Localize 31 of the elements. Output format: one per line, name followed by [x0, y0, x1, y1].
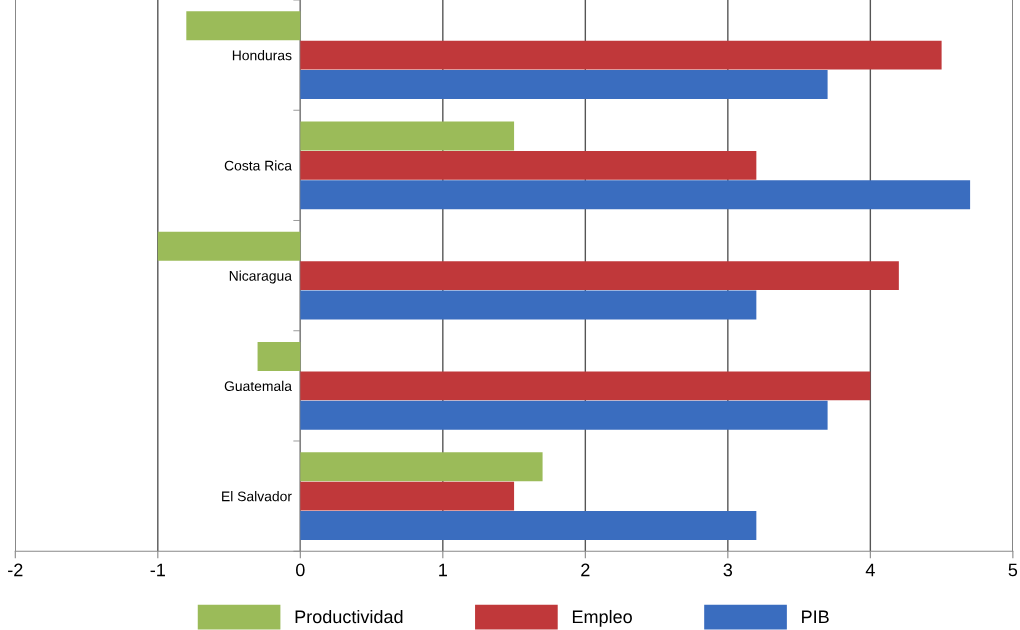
x-tick-label: 5	[1008, 563, 1018, 577]
bar	[300, 400, 828, 430]
x-tick-label: 3	[723, 563, 733, 577]
x-tick-label: 2	[581, 563, 590, 577]
bar	[300, 261, 899, 291]
bar	[300, 481, 515, 511]
y-tick-label: Costa Rica	[224, 160, 292, 171]
y-tick-label: Nicaragua	[229, 270, 292, 284]
bar	[300, 121, 515, 151]
x-tick-label: -2	[8, 563, 23, 577]
bar	[157, 231, 301, 261]
bar	[300, 371, 871, 401]
bar	[257, 342, 301, 371]
bar	[300, 70, 828, 99]
x-tick-label: 1	[439, 563, 447, 577]
y-tick-label: Guatemala	[224, 380, 292, 392]
y-tick-label: El Salvador	[222, 491, 292, 502]
y-tick-label: Honduras	[232, 50, 292, 61]
bar	[186, 11, 301, 41]
x-tick-label: 0	[296, 563, 305, 577]
bar	[300, 290, 757, 320]
bar	[300, 511, 757, 540]
bar	[300, 150, 757, 180]
legend-label: Productividad	[295, 609, 403, 624]
x-tick-label: -1	[150, 563, 165, 577]
legend-label: PIB	[802, 610, 829, 624]
legend-label: Empleo	[572, 609, 632, 627]
x-tick-label: 4	[865, 563, 875, 577]
bar	[300, 40, 942, 70]
bar	[300, 452, 543, 482]
bar	[300, 180, 971, 210]
